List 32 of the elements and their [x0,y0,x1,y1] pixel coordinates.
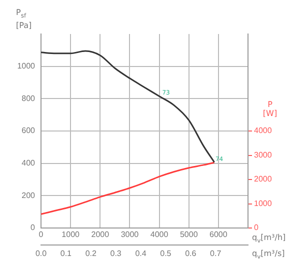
x-tick-label: 2000 [91,230,110,240]
y-tick-label: 200 [22,190,36,200]
y2-tick-label: 4000 [254,126,272,136]
y-tick-label: 800 [22,94,36,103]
y-tick-label: 0 [30,223,36,232]
x2-tick-label: 0.5 [160,249,172,258]
x-tick-label: 5000 [180,230,198,240]
x2-tick-label: 0.7 [210,249,222,258]
y-tick-label: 400 [22,158,36,168]
x2-tick-label: 0.2 [85,249,97,258]
x2-tick-label: 0.0 [35,249,48,258]
line-series [41,50,216,163]
y2-axis-title: P [W] [262,100,278,118]
x2-tick-label: 0.6 [185,249,197,258]
y2-tick-label: 2000 [254,174,272,184]
x-tick-label: 3000 [120,230,140,240]
x2-tick-label: 0.4 [135,249,147,258]
line-series [41,162,216,215]
x-axis-title: q$_{v}$[m³/h] [252,233,286,246]
y-axis-title: P$_{sf}$ [Pa] [16,8,33,30]
y2-tick-label: 0 [254,223,259,232]
x-tick-label: 6000 [210,230,228,240]
y2-tick-label: 3000 [254,150,272,160]
y-tick-label: 1000 [17,62,36,71]
y2-tick-label: 1000 [254,198,272,208]
y-tick-label: 600 [22,126,36,136]
x2-axis-title: q$_{v}$[m³/s] [252,249,285,262]
x-tick-label: 4000 [150,230,169,240]
x-tick-label: 0 [38,230,44,240]
x2-tick-label: 0.3 [110,249,122,258]
x-tick-label: 1000 [62,230,80,240]
x2-tick-label: 0.1 [60,249,72,258]
